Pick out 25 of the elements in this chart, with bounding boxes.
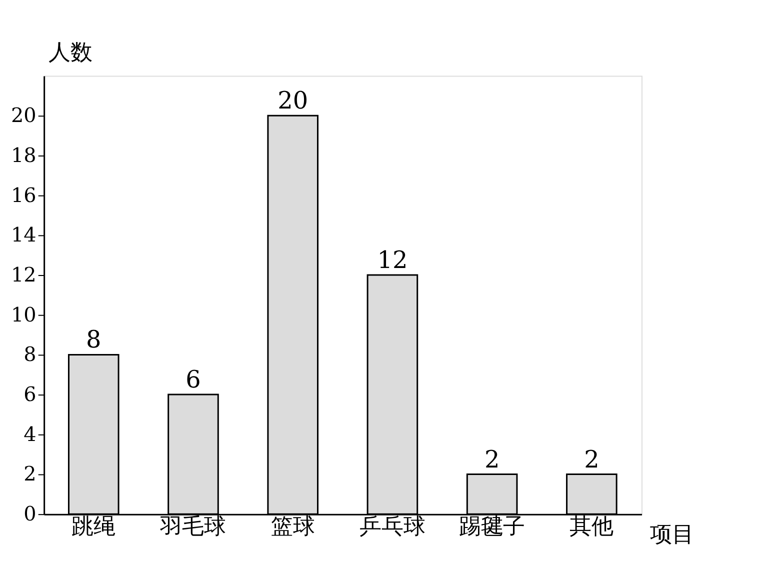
y-tick-label: 16 [11, 184, 36, 207]
y-tick-label: 14 [11, 224, 36, 247]
data-label: 2 [484, 445, 500, 474]
y-tick-label: 20 [11, 104, 36, 128]
data-label: 8 [86, 326, 102, 354]
x-tick-label: 其他 [570, 514, 614, 540]
y-tick-label: 18 [11, 144, 36, 167]
x-tick-label: 篮球 [270, 514, 315, 540]
x-tick-label: 羽毛球 [159, 514, 226, 540]
y-tick-label: 8 [24, 343, 36, 366]
x-tick-label: 踢毽子 [459, 514, 526, 540]
y-tick-label: 6 [24, 383, 36, 406]
data-label: 12 [377, 246, 408, 274]
y-axis-title: 人数 [48, 40, 92, 66]
x-axis-title: 项目 [650, 522, 694, 548]
y-tick-label: 2 [24, 462, 36, 486]
x-tick-label: 乒乓球 [359, 514, 426, 540]
y-tick-label: 12 [11, 263, 36, 286]
x-tick-label: 跳绳 [72, 514, 116, 540]
data-label: 6 [186, 366, 201, 394]
y-tick-label: 10 [11, 303, 36, 326]
y-tick-label: 0 [24, 502, 36, 526]
data-label: 20 [278, 86, 308, 115]
y-tick-label: 4 [24, 422, 36, 446]
data-label: 2 [584, 445, 600, 474]
